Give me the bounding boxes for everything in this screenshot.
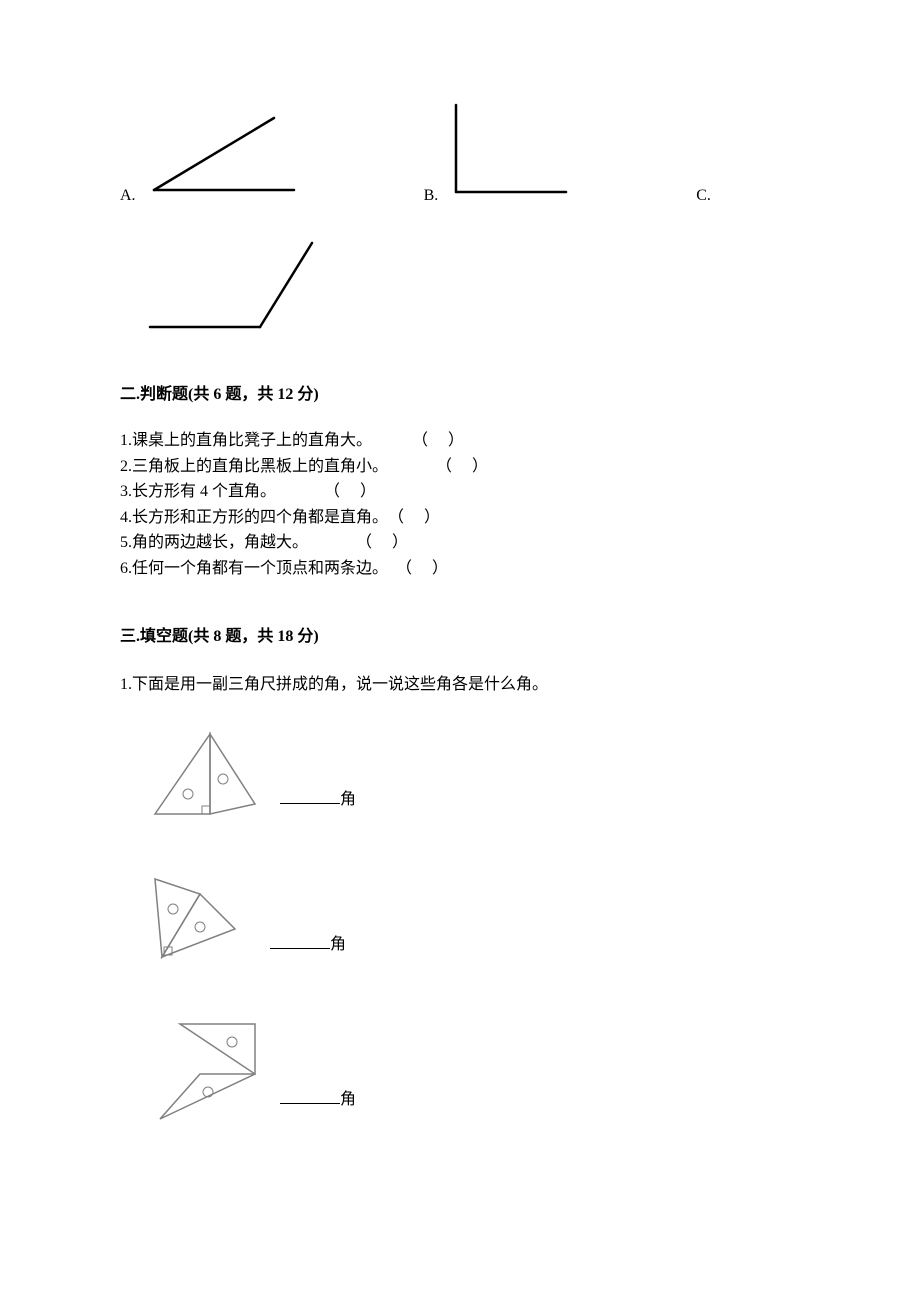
judge-text-3: 3.长方形有 4 个直角。	[120, 479, 276, 505]
judge-pad-2	[388, 454, 436, 480]
fill-item-2: 角	[140, 869, 800, 974]
fill-item-1: 角	[140, 724, 800, 829]
fill-blank-2: 角	[270, 930, 346, 974]
option-c-figure	[140, 235, 320, 340]
judge-text-2: 2.三角板上的直角比黑板上的直角小。	[120, 454, 388, 480]
fill-item-3: 角	[140, 1014, 800, 1129]
fill-figure-1	[140, 724, 270, 829]
fill-figure-2	[140, 869, 260, 974]
section-3-heading: 三.填空题(共 8 题，共 18 分)	[120, 622, 800, 646]
judge-item-1: 1.课桌上的直角比凳子上的直角大。 （ ）	[120, 428, 800, 454]
judge-paren-6: （ ）	[396, 556, 448, 582]
judge-pad-3	[276, 479, 324, 505]
judge-text-6: 6.任何一个角都有一个顶点和两条边。	[120, 556, 388, 582]
fill-blank-3: 角	[280, 1085, 356, 1129]
fill-figure-3	[140, 1014, 270, 1129]
option-b-figure	[446, 100, 576, 205]
fill-suffix-3: 角	[340, 1091, 356, 1108]
fill-blank-1: 角	[280, 785, 356, 829]
fill-underline-3	[280, 1088, 340, 1104]
judge-pad-6	[388, 556, 396, 582]
judge-text-5: 5.角的两边越长，角越大。	[120, 530, 308, 556]
judge-pad-1	[372, 428, 412, 454]
judge-text-4: 4.长方形和正方形的四个角都是直角。	[120, 505, 388, 531]
judge-item-5: 5.角的两边越长，角越大。 （ ）	[120, 530, 800, 556]
fill-underline-1	[280, 788, 340, 804]
judge-text-1: 1.课桌上的直角比凳子上的直角大。	[120, 428, 372, 454]
fill-suffix-2: 角	[330, 936, 346, 953]
option-c: C.	[696, 187, 719, 205]
judge-paren-3: （ ）	[324, 479, 376, 505]
judge-paren-1: （ ）	[412, 428, 464, 454]
option-a: A.	[120, 110, 304, 205]
judge-pad-5	[308, 530, 356, 556]
judge-paren-5: （ ）	[356, 530, 408, 556]
page-content: A. B. C. 二.判断题(共 6 题，共 12 分) 1.课桌上的直角比凳子…	[0, 0, 920, 1249]
option-c-label: C.	[696, 187, 711, 205]
fill-underline-2	[270, 933, 330, 949]
judge-paren-2: （ ）	[436, 454, 488, 480]
option-a-label: A.	[120, 187, 136, 205]
judge-list: 1.课桌上的直角比凳子上的直角大。 （ ） 2.三角板上的直角比黑板上的直角小。…	[120, 428, 800, 582]
options-row-1: A. B. C.	[120, 100, 800, 205]
judge-item-6: 6.任何一个角都有一个顶点和两条边。 （ ）	[120, 556, 800, 582]
option-a-figure	[144, 110, 304, 205]
options-row-2	[120, 235, 800, 340]
option-b: B.	[424, 100, 577, 205]
judge-item-2: 2.三角板上的直角比黑板上的直角小。 （ ）	[120, 454, 800, 480]
option-c-figure-wrap	[140, 235, 320, 340]
section-2-heading: 二.判断题(共 6 题，共 12 分)	[120, 380, 800, 404]
judge-item-4: 4.长方形和正方形的四个角都是直角。 （ ）	[120, 505, 800, 531]
judge-item-3: 3.长方形有 4 个直角。 （ ）	[120, 479, 800, 505]
fill-suffix-1: 角	[340, 791, 356, 808]
judge-paren-4: （ ）	[388, 505, 440, 531]
option-b-label: B.	[424, 187, 439, 205]
fill-q1: 1.下面是用一副三角尺拼成的角，说一说这些角各是什么角。	[120, 670, 800, 694]
